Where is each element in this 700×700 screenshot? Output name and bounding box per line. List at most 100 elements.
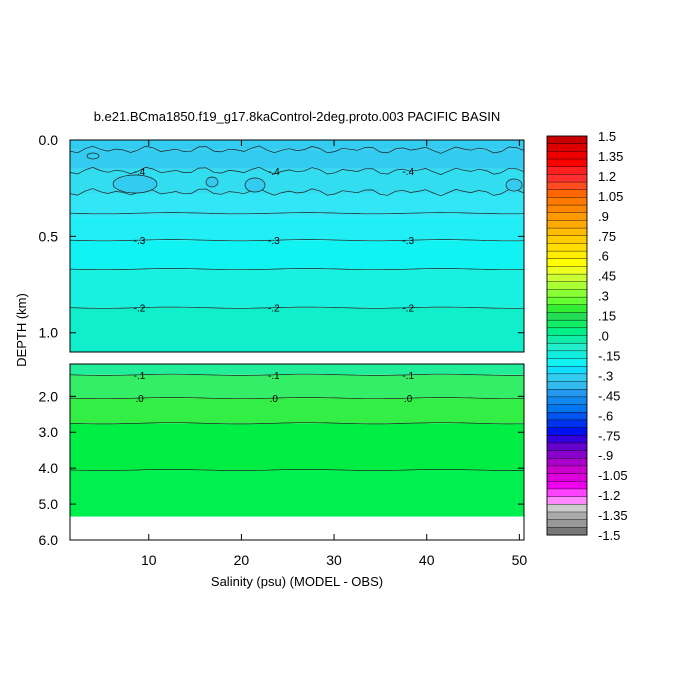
colorbar-swatch <box>546 227 588 237</box>
top-contour-blob-1 <box>244 177 266 193</box>
colorbar-swatch <box>546 335 588 344</box>
colorbar-label: -.9 <box>598 448 613 463</box>
colorbar-label: -.15 <box>598 348 620 363</box>
colorbar-label: -.3 <box>598 368 613 383</box>
colorbar-label: -1.35 <box>598 508 628 523</box>
colorbar-swatch <box>546 189 588 198</box>
colorbar-swatch <box>546 151 588 160</box>
colorbar-label: .15 <box>598 309 616 324</box>
colorbar-swatch <box>546 435 588 444</box>
top-noisy-contour-label: -.4 <box>134 167 146 178</box>
y-tick-label: 4.0 <box>39 460 59 476</box>
y-tick-label: 2.0 <box>39 388 59 404</box>
colorbar-swatch <box>546 220 588 229</box>
top-noisy-contour-label: -.4 <box>402 167 414 178</box>
chart-title: b.e21.BCma1850.f19_g17.8kaControl-2deg.p… <box>94 109 501 124</box>
y-tick-label: 6.0 <box>39 532 59 548</box>
top-contour-1 <box>69 239 525 242</box>
colorbar-swatch <box>546 266 588 275</box>
bottom-contour-2 <box>69 422 524 425</box>
x-axis: 10 20 30 40 50 <box>141 140 527 568</box>
bottom-contour-label: -.1 <box>134 371 146 382</box>
colorbar-label: .3 <box>598 289 609 304</box>
top-contour-blob-2 <box>205 176 219 188</box>
top-band-3 <box>70 193 524 218</box>
top-contour-label: -.2 <box>402 304 414 315</box>
colorbar-swatch <box>546 389 588 398</box>
colorbar-swatch <box>546 319 588 329</box>
y-tick-label: 5.0 <box>39 496 59 512</box>
colorbar-swatch <box>546 135 588 145</box>
colorbar-swatch <box>546 166 588 175</box>
colorbar-swatch <box>546 350 588 360</box>
bottom-contour-1 <box>69 397 525 400</box>
no-data-region <box>70 516 524 540</box>
top-band-6 <box>70 269 524 308</box>
colorbar-swatch <box>546 250 588 260</box>
y-tick-label: 3.0 <box>39 424 59 440</box>
colorbar-swatch <box>546 258 588 267</box>
bottom-band-4 <box>70 469 524 517</box>
colorbar: 1.5 1.35 1.2 1.05 .9 .75 .6 .45 .3 .15 .0 -.15 -.3 -.… <box>546 129 628 543</box>
colorbar-label: -.75 <box>598 428 620 443</box>
top-contour-3 <box>69 306 525 309</box>
colorbar-swatch <box>546 412 588 421</box>
colorbar-swatch <box>546 373 588 383</box>
top-noisy-contour-label: -.4 <box>268 167 280 178</box>
y-tick-label: 0.5 <box>39 228 59 244</box>
colorbar-label: -.6 <box>598 408 613 423</box>
colorbar-label: -1.2 <box>598 488 620 503</box>
x-axis-label: Salinity (psu) (MODEL - OBS) <box>211 574 383 589</box>
colorbar-swatch <box>546 312 588 321</box>
top-band-5 <box>70 240 524 270</box>
colorbar-swatch <box>546 273 588 283</box>
colorbar-swatch <box>546 450 588 459</box>
top-noisy-contour-1 <box>69 166 525 175</box>
top-band-0 <box>70 140 524 150</box>
colorbar-swatch <box>546 327 588 337</box>
colorbar-swatch <box>546 342 588 352</box>
colorbar-swatch <box>546 197 588 206</box>
bottom-band-0 <box>70 364 524 375</box>
top-band-7 <box>70 307 524 352</box>
colorbar-swatch <box>546 473 588 482</box>
colorbar-label: 1.2 <box>598 169 616 184</box>
colorbar-swatch <box>546 281 588 290</box>
colorbar-swatch <box>546 235 588 244</box>
bottom-band-2 <box>70 398 524 424</box>
y-tick-label: 0.0 <box>39 132 59 148</box>
colorbar-swatch <box>546 143 588 152</box>
top-contour-label: -.3 <box>268 236 280 247</box>
colorbar-label: -1.05 <box>598 468 628 483</box>
colorbar-label: -.45 <box>598 388 620 403</box>
x-tick-label: 30 <box>326 552 342 568</box>
x-tick-label: 10 <box>141 552 157 568</box>
bottom-contour-label: .0 <box>270 394 279 405</box>
colorbar-swatch <box>546 358 588 367</box>
bottom-contour-label: .0 <box>404 394 413 405</box>
colorbar-label: .0 <box>598 329 609 344</box>
colorbar-swatch <box>546 519 588 528</box>
colorbar-swatch <box>546 181 588 191</box>
top-panel: -.4 -.4 -.4 -.3 -.3 -.3 -.2 -.2 -.2 0.0 0.5 1.0 <box>39 132 525 353</box>
colorbar-swatch <box>546 465 588 475</box>
colorbar-label: 1.5 <box>598 129 616 144</box>
top-contour-blob-4 <box>86 152 100 160</box>
colorbar-swatch <box>546 304 588 313</box>
colorbar-frame <box>546 135 588 536</box>
colorbar-swatch <box>546 481 588 490</box>
colorbar-swatch <box>546 174 588 183</box>
colorbar-label: .9 <box>598 209 609 224</box>
bottom-panel-frame <box>69 363 525 541</box>
top-contour-label: -.2 <box>134 304 146 315</box>
colorbar-swatch <box>546 404 588 413</box>
bottom-band-3 <box>70 423 524 470</box>
bottom-contour-3 <box>69 469 524 471</box>
colorbar-swatch <box>546 496 588 505</box>
y-axis-label: DEPTH (km) <box>14 293 29 367</box>
top-contour-label: -.3 <box>134 236 146 247</box>
bottom-panel: -.1 -.1 -.1 .0 .0 .0 2.0 3.0 4.0 5.0 6.0 <box>39 363 525 548</box>
colorbar-swatch <box>546 396 588 406</box>
colorbar-label: .75 <box>598 229 616 244</box>
colorbar-swatch <box>546 158 588 168</box>
